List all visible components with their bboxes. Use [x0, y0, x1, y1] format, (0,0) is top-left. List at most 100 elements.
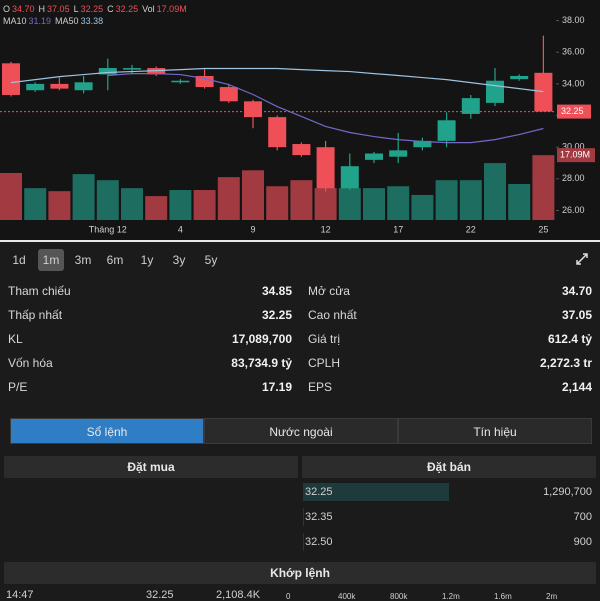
timeframe-button[interactable]: 3y [166, 249, 192, 271]
x-tick-label: 4 [178, 224, 183, 234]
candle-body [50, 84, 68, 89]
stat-value: 2,144 [398, 380, 592, 394]
ask-volume: 1,290,700 [450, 486, 592, 498]
volume-bar [339, 188, 361, 220]
volume-bar [411, 195, 433, 220]
legend-value: 31.19 [29, 16, 52, 26]
volume-bar [121, 188, 143, 220]
stat-value: 34.70 [398, 284, 592, 298]
candle-body [171, 81, 189, 83]
matched-price: 32.25 [146, 589, 174, 601]
stat-label: Vốn hóa [8, 356, 53, 370]
legend-key: H [39, 4, 46, 14]
volume-bar [0, 173, 22, 220]
stat-label: EPS [308, 380, 332, 394]
stat-value: 612.4 tỷ [398, 332, 592, 346]
candle-body [268, 117, 286, 147]
ask-price: 32.25 [305, 486, 333, 498]
x-tick-label: 12 [321, 224, 331, 234]
y-tick-label: 36.00 [562, 47, 585, 57]
candle-body [534, 73, 552, 112]
volume-bar [532, 155, 554, 220]
volume-bar [48, 191, 70, 220]
ask-price: 32.50 [305, 536, 333, 548]
volume-bar [194, 190, 216, 220]
timeframe-button[interactable]: 1m [38, 249, 64, 271]
y-tick-label: 34.00 [562, 78, 585, 88]
volume-bar [73, 174, 95, 220]
timeframe-button[interactable]: 6m [102, 249, 128, 271]
legend-key: C [107, 4, 114, 14]
volume-bar [387, 186, 409, 220]
matched-header: Khớp lệnh [4, 562, 596, 584]
x-tick-label: 9 [250, 224, 255, 234]
legend-value: 37.05 [47, 4, 70, 14]
volume-bar [290, 180, 312, 220]
candle-body [389, 150, 407, 156]
candle-body [438, 120, 456, 141]
timeframe-button[interactable]: 5y [198, 249, 224, 271]
volume-bar [242, 170, 264, 220]
volume-bar [24, 188, 46, 220]
timeframe-button[interactable]: 1d [6, 249, 32, 271]
candle-body [365, 154, 383, 160]
legend-key: MA50 [55, 16, 79, 26]
x-tick-label: 25 [538, 224, 548, 234]
legend-key: Vol [142, 4, 155, 14]
stat-label: Cao nhất [308, 308, 357, 322]
bid-header: Đặt mua [4, 456, 298, 478]
stat-label: Mở cửa [308, 284, 350, 298]
stat-label: Tham chiếu [8, 284, 71, 298]
stat-label: CPLH [308, 356, 340, 370]
expand-icon[interactable] [574, 251, 590, 267]
matched-volume: 2,108.4K [216, 589, 260, 601]
tab[interactable]: Sổ lệnh [10, 418, 204, 444]
expand-glyph [574, 251, 590, 267]
y-tick-label: 38.00 [562, 15, 585, 25]
legend-value: 33.38 [81, 16, 104, 26]
stat-label: KL [8, 332, 23, 346]
y-tick-label: 26.00 [562, 205, 585, 215]
stat-value: 2,272.3 tr [398, 356, 592, 370]
candle-body [123, 68, 141, 70]
candle-body [292, 144, 310, 155]
last-volume-label: 17.09M [560, 150, 590, 160]
tab[interactable]: Tín hiệu [398, 418, 592, 444]
volume-bar [218, 177, 240, 220]
candle-body [317, 147, 335, 188]
legend-key: O [3, 4, 10, 14]
candlestick-chart: 26.0028.0030.0032.0034.0036.0038.00Tháng… [0, 0, 600, 240]
stat-value: 17,089,700 [98, 332, 292, 346]
timeframe-button[interactable]: 3m [70, 249, 96, 271]
legend-value: 34.70 [12, 4, 35, 14]
candle-body [486, 81, 504, 103]
legend-value: 32.25 [81, 4, 104, 14]
matched-time: 14:47 [6, 589, 34, 601]
volume-bar [436, 180, 458, 220]
timeframe-button[interactable]: 1y [134, 249, 160, 271]
volume-bar [460, 180, 482, 220]
stat-value: 37.05 [398, 308, 592, 322]
candle-body [26, 84, 44, 90]
candle-body [244, 101, 262, 117]
volume-bar [363, 188, 385, 220]
x-tick-label: Tháng 12 [89, 224, 127, 234]
stat-value: 32.25 [98, 308, 292, 322]
volume-bar [145, 196, 167, 220]
volume-bar [169, 190, 191, 220]
candle-body [75, 82, 93, 90]
candle-body [341, 166, 359, 188]
y-tick-label: 28.00 [562, 173, 585, 183]
volume-bar [484, 163, 506, 220]
ask-header: Đặt bán [302, 456, 596, 478]
stat-label: Thấp nhất [8, 308, 62, 322]
last-price-label: 32.25 [561, 106, 584, 116]
x-tick-label: 17 [393, 224, 403, 234]
stat-value: 34.85 [98, 284, 292, 298]
legend-value: 32.25 [116, 4, 139, 14]
candle-body [220, 87, 238, 101]
tab[interactable]: Nước ngoài [204, 418, 398, 444]
stat-value: 17.19 [98, 380, 292, 394]
